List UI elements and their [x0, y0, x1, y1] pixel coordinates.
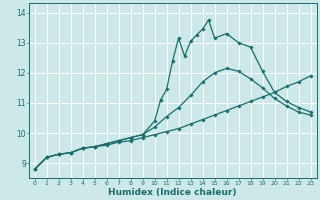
X-axis label: Humidex (Indice chaleur): Humidex (Indice chaleur): [108, 188, 237, 197]
